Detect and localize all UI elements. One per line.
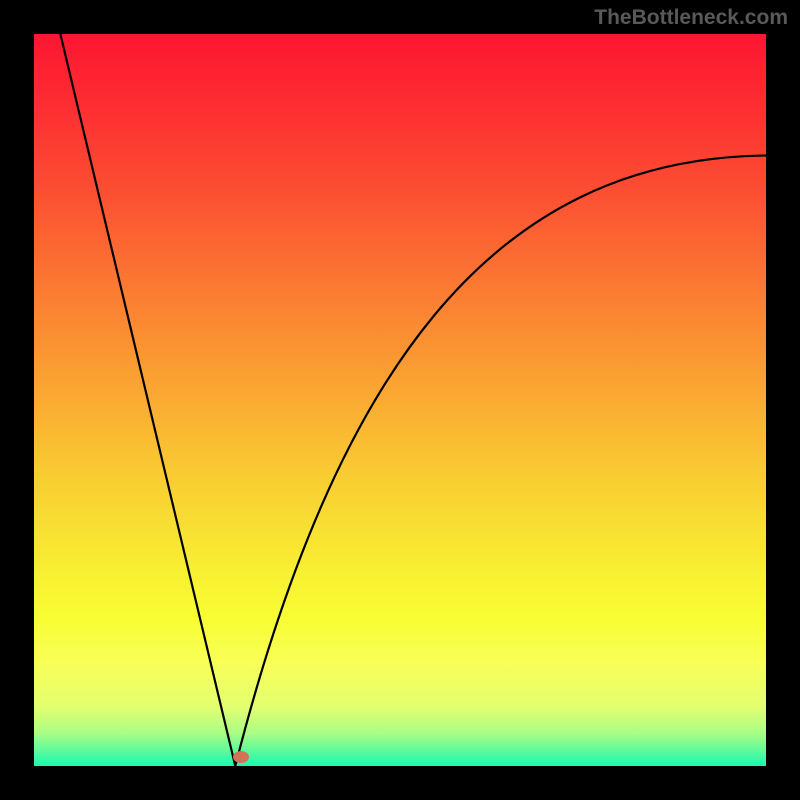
optimal-point-marker <box>233 751 249 763</box>
watermark-text: TheBottleneck.com <box>594 6 788 30</box>
chart-plot-area <box>34 34 766 766</box>
chart-curve-layer <box>34 34 766 766</box>
bottleneck-curve <box>60 34 766 766</box>
